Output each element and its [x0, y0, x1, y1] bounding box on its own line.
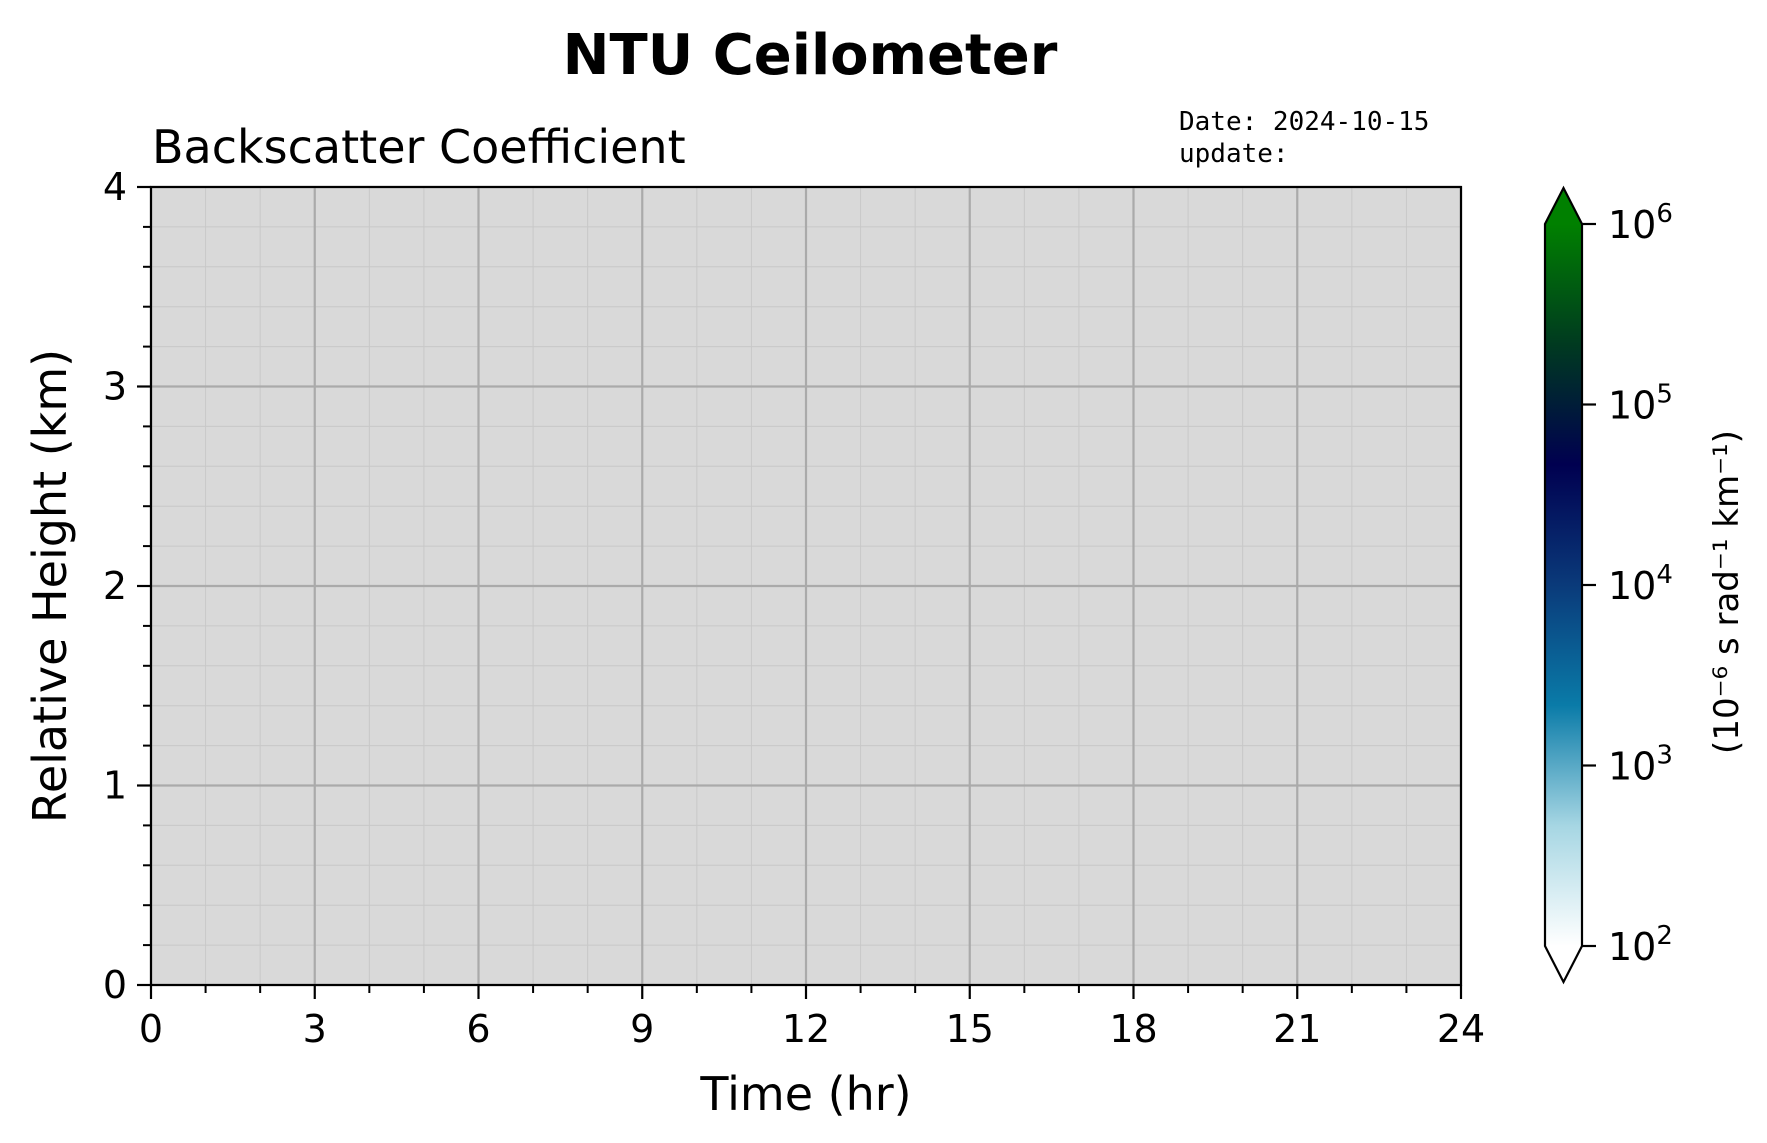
colorbar-gradient [1545, 224, 1582, 946]
y-tick-label: 1 [103, 764, 127, 808]
x-tick-label: 18 [1109, 1007, 1157, 1051]
colorbar-tick-label: 102 [1608, 921, 1673, 969]
x-tick-label: 12 [782, 1007, 830, 1051]
y-tick-label: 2 [103, 564, 127, 608]
x-axis: 0 3 6 9 12 15 18 21 24 [139, 985, 1485, 1051]
x-tick-label: 15 [946, 1007, 994, 1051]
colorbar-label: (10⁻⁶ s rad⁻¹ km⁻¹) [1707, 430, 1747, 754]
x-tick-label: 0 [139, 1007, 163, 1051]
y-tick-label: 4 [103, 165, 127, 209]
y-tick-label: 3 [103, 365, 127, 409]
colorbar-tick-label: 106 [1608, 199, 1673, 247]
x-tick-label: 3 [303, 1007, 327, 1051]
colorbar-ticks: 102 103 104 105 106 [1582, 199, 1673, 969]
colorbar-tick-label: 104 [1608, 560, 1673, 608]
x-tick-label: 9 [630, 1007, 654, 1051]
x-axis-label: Time (hr) [699, 1067, 911, 1121]
colorbar: 102 103 104 105 106 [1543, 185, 1673, 985]
x-tick-label: 24 [1437, 1007, 1485, 1051]
chart-title: NTU Ceilometer [563, 23, 1058, 88]
date-text: Date: 2024-10-15 [1179, 107, 1429, 137]
x-tick-label: 6 [466, 1007, 490, 1051]
colorbar-under-extension [1545, 946, 1582, 982]
colorbar-tick-label: 103 [1608, 741, 1673, 789]
update-text: update: [1179, 139, 1289, 169]
y-tick-label: 0 [103, 963, 127, 1007]
x-tick-label: 21 [1273, 1007, 1321, 1051]
y-axis: 0 1 2 3 4 [103, 165, 151, 1007]
colorbar-over-extension [1545, 188, 1582, 224]
y-axis-label: Relative Height (km) [23, 349, 77, 823]
chart-subtitle: Backscatter Coefficient [152, 120, 686, 174]
colorbar-tick-label: 105 [1608, 380, 1673, 428]
